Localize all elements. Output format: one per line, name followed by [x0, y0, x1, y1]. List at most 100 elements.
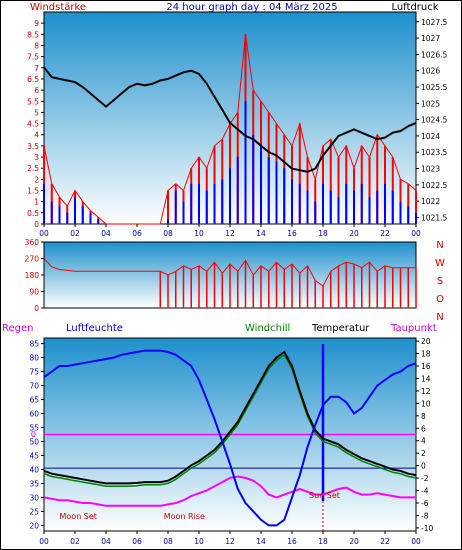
pressure-tick-label: 1021.5: [421, 213, 447, 222]
hour-axis: 00 02 04 06 08 10 12 14 16 18 20 22 00: [39, 224, 421, 238]
compass-label: W: [435, 258, 445, 269]
direction-tick-label: 270: [25, 255, 40, 264]
compass-label: N: [436, 240, 443, 251]
humidity-tick-label: 85: [29, 340, 39, 349]
direction-tick-label: 180: [25, 271, 40, 280]
temperature-tick-label: 18: [421, 350, 431, 359]
hour-tick-label: 06: [132, 229, 142, 238]
humidity-tick-label: 75: [29, 368, 39, 377]
hour-tick-label: 04: [101, 229, 111, 238]
chart-title: 24 hour graph day : 04 März 2025: [166, 2, 337, 13]
pressure-tick-label: 1024.5: [421, 116, 447, 125]
humidity-axis: 20 25 30 35 40 45 50 55 60 65 70 75 80 85: [29, 340, 44, 530]
temperature-tick-label: 2: [421, 449, 426, 458]
wind-tick-label: 5.5: [27, 97, 39, 106]
hour-tick-label: 14: [256, 537, 266, 546]
hour-tick-label: 08: [163, 229, 173, 238]
temperature-tick-label: 14: [421, 374, 431, 383]
direction-line: [43, 258, 416, 287]
pressure-label: Luftdruck: [391, 2, 438, 13]
pressure-tick-label: 1027: [421, 34, 440, 43]
wind-tick-label: 8: [34, 41, 39, 50]
humidity-tick-label: 65: [29, 396, 39, 405]
moon-rise-label: Moon Rise: [164, 512, 205, 521]
direction-tick-label: 0: [34, 304, 39, 313]
windspeed-label: Windstärke: [30, 2, 86, 13]
humidity-tick-label: 60: [29, 410, 39, 419]
wind-tick-label: 3: [34, 153, 39, 162]
wind-tick-label: 8.5: [27, 30, 39, 39]
temperature-tick-label: 8: [421, 412, 426, 421]
hour-tick-label: 00: [411, 229, 421, 238]
wind-tick-label: 4.5: [27, 120, 39, 129]
temperature-tick-label: -2: [421, 474, 429, 483]
wind-tick-label: 0: [34, 220, 39, 229]
humidity-tick-label: 70: [29, 382, 39, 391]
compass-label: N: [436, 312, 443, 323]
hour-tick-label: 06: [132, 537, 142, 546]
hour-tick-label: 10: [194, 229, 204, 238]
wind-tick-label: 9: [34, 19, 39, 28]
humidity-tick-label: 20: [29, 521, 39, 530]
hour-axis-bottom: 00 02 04 06 08 10 12 14 16 18 20 22 00: [39, 531, 421, 546]
hour-tick-label: 00: [39, 537, 49, 546]
rain-legend: Regen: [2, 323, 34, 334]
wind-tick-label: 0.5: [27, 209, 39, 218]
wind-tick-label: 4: [34, 131, 39, 140]
humidity-tick-label: 30: [29, 493, 39, 502]
direction-axis: 0 90 180 270 360: [25, 238, 44, 313]
hour-tick-label: 22: [380, 229, 390, 238]
wind-tick-label: 7: [34, 64, 39, 73]
pressure-tick-label: 1027.5: [421, 18, 447, 27]
hour-tick-label: 02: [70, 229, 80, 238]
compass-label: S: [437, 276, 443, 287]
humidity-line: [43, 349, 417, 527]
gust-series: [43, 101, 417, 224]
pressure-series: [43, 66, 417, 173]
temperature-tick-label: 10: [421, 399, 431, 408]
hour-tick-label: 02: [70, 537, 80, 546]
hour-tick-label: 00: [411, 537, 421, 546]
compass-label: O: [436, 294, 444, 305]
hour-tick-label: 16: [287, 537, 297, 546]
temperature-tick-label: 6: [421, 424, 426, 433]
wind-tick-label: 1: [34, 198, 39, 207]
wind-tick-label: 7.5: [27, 53, 39, 62]
dewpoint-line: [43, 475, 416, 507]
hour-tick-label: 14: [256, 229, 266, 238]
pressure-tick-label: 1025.5: [421, 83, 447, 92]
climate-series: [43, 344, 417, 531]
temperature-tick-label: -4: [421, 487, 429, 496]
wind-axis: 0 0.5 1 1.5 2 2.5 3 3.5 4 4.5 5 5.5 6 6.5 7 7.5 8 8.5 9: [27, 19, 44, 229]
temperature-tick-label: 16: [421, 362, 431, 371]
windchill-line: [43, 353, 417, 487]
windchill-legend: Windchill: [245, 323, 290, 334]
pressure-tick-label: 1024: [421, 132, 440, 141]
direction-series: [43, 258, 417, 308]
hour-tick-label: 20: [349, 537, 359, 546]
hour-tick-label: 18: [318, 229, 328, 238]
humidity-tick-label: 50: [29, 437, 39, 446]
humidity-tick-label: 25: [29, 507, 39, 516]
humidity-tick-label: 35: [29, 479, 39, 488]
pressure-tick-label: 1023: [421, 165, 440, 174]
temperature-line: [43, 350, 417, 485]
wind-tick-label: 6.5: [27, 75, 39, 84]
hour-tick-label: 12: [225, 537, 235, 546]
wind-tick-label: 3.5: [27, 142, 39, 151]
temperature-tick-label: 20: [421, 337, 431, 346]
humidity-tick-label: 40: [29, 465, 39, 474]
sun-set-label: Sun Set: [309, 491, 340, 500]
hour-tick-label: 00: [39, 229, 49, 238]
pressure-axis: 1021.5 1022 1022.5 1023 1023.5 1024 1024.5 1025…: [416, 18, 447, 222]
humidity-tick-label: 55: [29, 424, 39, 433]
wind-tick-label: 6: [34, 86, 39, 95]
temperature-tick-label: -10: [421, 524, 433, 533]
humidity-tick-label: 45: [29, 451, 39, 460]
pressure-tick-label: 1023.5: [421, 148, 447, 157]
temperature-tick-label: -8: [421, 511, 429, 520]
moon-set-label: Moon Set: [60, 512, 97, 521]
hour-tick-label: 18: [318, 537, 328, 546]
hour-tick-label: 08: [163, 537, 173, 546]
